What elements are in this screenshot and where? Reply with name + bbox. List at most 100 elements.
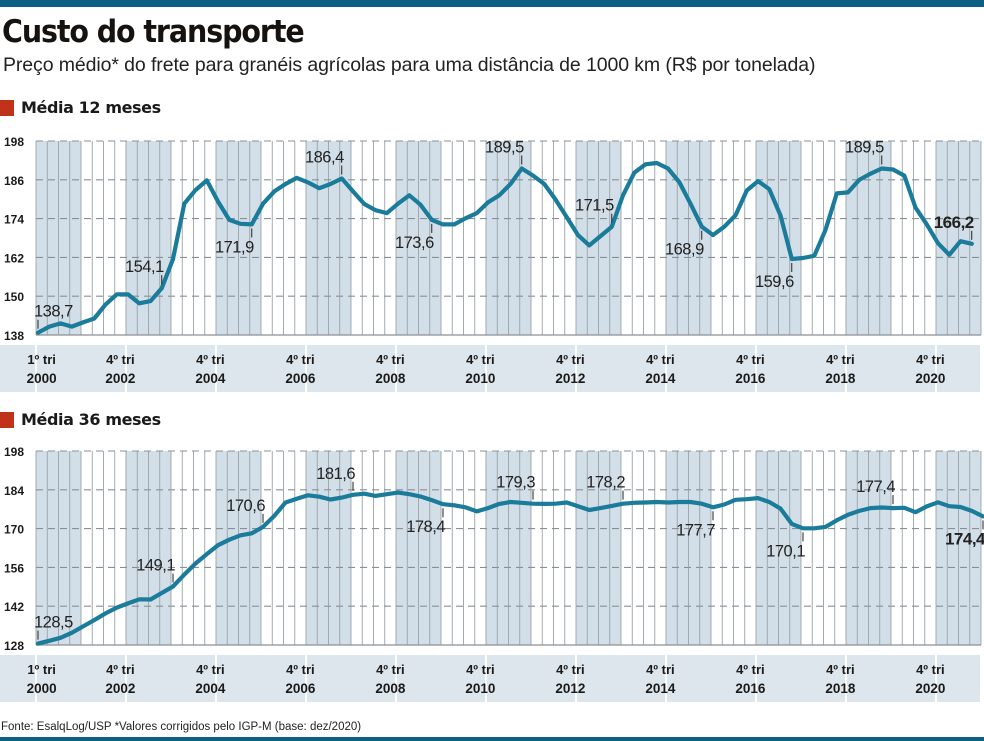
y-tick-label: 170: [4, 523, 24, 537]
x-tick-label-quarter: 4º tri: [106, 662, 135, 677]
x-tick-label-year: 2010: [465, 681, 495, 696]
section-title: Média 36 meses: [21, 410, 161, 429]
x-tick-label-year: 2020: [915, 681, 945, 696]
section-label-12m: Média 12 meses: [0, 98, 161, 117]
x-tick-label-quarter: 4º tri: [556, 662, 585, 677]
data-label: 177,4: [856, 478, 895, 496]
x-tick-label-quarter: 4º tri: [466, 662, 495, 677]
section-marker-icon: [0, 99, 14, 116]
x-tick-label-year: 2018: [825, 681, 856, 696]
x-tick-label-year: 2016: [735, 681, 766, 696]
x-tick-label-year: 2008: [375, 371, 406, 386]
x-tick-label-year: 2018: [825, 371, 856, 386]
y-tick-label: 156: [4, 561, 24, 575]
x-tick-label-quarter: 4º tri: [196, 352, 225, 367]
series-line: [35, 160, 974, 335]
x-label-row-cell: [487, 345, 575, 392]
y-tick-label: 186: [4, 174, 24, 188]
x-tick-label-year: 2004: [195, 371, 226, 386]
section-title: Média 12 meses: [21, 98, 161, 117]
top-brand-bar: [0, 0, 984, 7]
x-tick-label-quarter: 4º tri: [646, 662, 675, 677]
source-note: Fonte: EsalqLog/USP *Valores corrigidos …: [1, 721, 362, 733]
x-tick-label-quarter: 4º tri: [106, 352, 135, 367]
x-label-row-cell: [37, 345, 125, 392]
y-tick-label: 150: [4, 290, 24, 304]
x-tick-label-year: 2008: [375, 681, 406, 696]
data-label: 186,4: [305, 149, 344, 167]
x-tick-label-year: 2014: [645, 681, 676, 696]
x-tick-label-year: 2002: [105, 371, 135, 386]
x-label-row-cell: [127, 655, 215, 702]
x-label-row-cell: [577, 655, 665, 702]
x-tick-label-quarter: 4º tri: [916, 352, 945, 367]
data-label: 171,5: [575, 197, 614, 215]
x-label-row-cell: [487, 655, 575, 702]
x-tick-label-quarter: 4º tri: [646, 352, 675, 367]
x-label-row-cell: [307, 655, 395, 702]
x-tick-label-quarter: 1º tri: [27, 352, 56, 367]
chart-subtitle: Preço médio* do frete para granéis agríc…: [3, 54, 816, 76]
x-label-row-cell: [937, 345, 980, 392]
data-label: 177,7: [676, 521, 715, 539]
data-label: 170,1: [766, 542, 805, 560]
y-tick-label: 184: [4, 484, 24, 498]
x-tick-label-quarter: 4º tri: [826, 352, 855, 367]
data-label: 189,5: [485, 138, 524, 156]
x-label-row-cell: [667, 655, 755, 702]
data-label: 154,1: [125, 258, 164, 276]
data-label: 159,6: [755, 273, 794, 291]
data-label: 170,6: [226, 497, 265, 515]
data-label: 171,9: [215, 238, 254, 256]
x-label-row-cell: [217, 345, 305, 392]
x-tick-label-quarter: 4º tri: [376, 662, 405, 677]
x-label-row-cell: [397, 345, 485, 392]
y-tick-label: 198: [4, 135, 24, 149]
data-label: 189,5: [845, 138, 884, 156]
chart-title: Custo do transporte: [2, 14, 305, 50]
x-tick-label-quarter: 4º tri: [736, 352, 765, 367]
x-label-row-cell: [0, 345, 35, 392]
data-label: 179,3: [496, 474, 535, 492]
x-label-row-cell: [127, 345, 215, 392]
x-tick-label-year: 2000: [27, 681, 57, 696]
x-tick-label-year: 2006: [285, 681, 316, 696]
x-label-row-cell: [307, 345, 395, 392]
x-label-row-cell: [757, 345, 845, 392]
x-tick-label-quarter: 4º tri: [736, 662, 765, 677]
x-tick-label-year: 2012: [555, 681, 585, 696]
data-label: 173,6: [395, 234, 434, 252]
x-label-row-cell: [757, 655, 845, 702]
y-tick-label: 128: [4, 639, 24, 653]
x-tick-label-quarter: 4º tri: [286, 352, 315, 367]
data-label: 138,7: [34, 303, 73, 321]
x-tick-label-quarter: 4º tri: [376, 352, 405, 367]
x-label-row-cell: [397, 655, 485, 702]
x-tick-label-year: 2016: [735, 371, 766, 386]
x-tick-label-quarter: 4º tri: [916, 662, 945, 677]
x-label-row-cell: [0, 655, 35, 702]
data-label: 178,2: [586, 474, 625, 492]
data-label: 181,6: [316, 465, 355, 483]
y-tick-label: 138: [4, 329, 24, 343]
bottom-brand-bar: [0, 737, 984, 741]
x-tick-label-year: 2002: [105, 681, 135, 696]
section-label-36m: Média 36 meses: [0, 410, 161, 429]
x-tick-label-quarter: 4º tri: [466, 352, 495, 367]
x-tick-label-quarter: 4º tri: [556, 352, 585, 367]
x-tick-label-year: 2014: [645, 371, 676, 386]
data-label: 178,4: [406, 518, 445, 536]
x-label-row-cell: [847, 655, 935, 702]
x-tick-label-quarter: 4º tri: [286, 662, 315, 677]
x-tick-label-quarter: 4º tri: [826, 662, 855, 677]
x-label-row-cell: [667, 345, 755, 392]
y-tick-label: 198: [4, 445, 24, 459]
data-label: 149,1: [136, 557, 175, 575]
y-tick-label: 142: [4, 600, 24, 614]
data-label: 166,2: [934, 213, 974, 232]
x-tick-label-year: 2006: [285, 371, 316, 386]
x-tick-label-quarter: 4º tri: [196, 662, 225, 677]
y-tick-label: 162: [4, 251, 24, 265]
